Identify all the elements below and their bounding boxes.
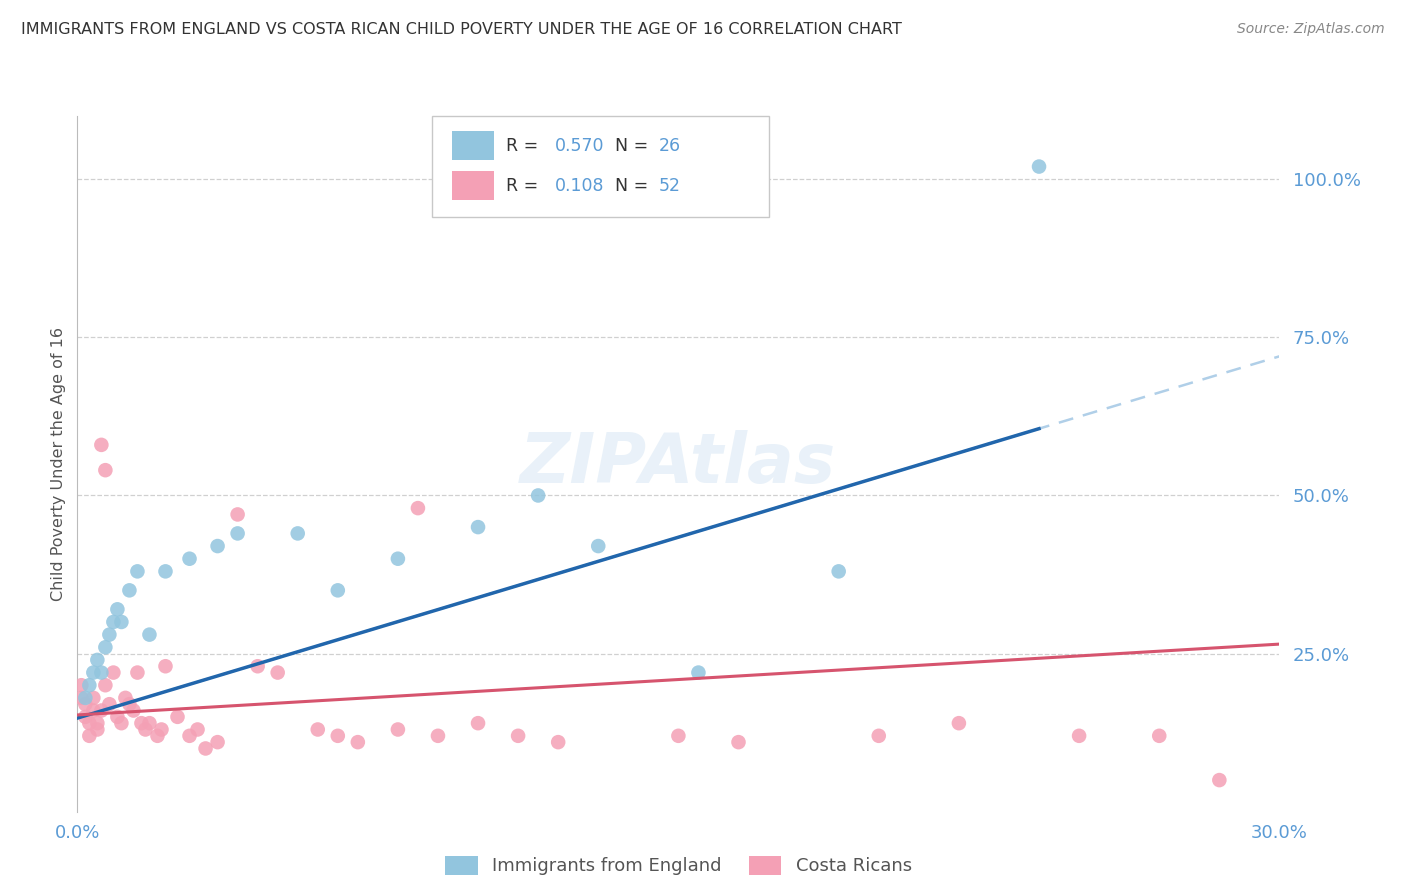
Point [267,665,290,680]
Point [226,508,249,522]
Point [79,729,101,743]
FancyBboxPatch shape [453,171,495,200]
Point [427,729,450,743]
Point [179,551,201,566]
Point [194,741,217,756]
Point [146,729,169,743]
Point [287,526,309,541]
Point [326,583,349,598]
Point [467,716,489,731]
Point [1028,160,1050,174]
Point [688,665,710,680]
Point [138,716,160,731]
Point [94,640,117,655]
Point [98,627,121,641]
Point [127,565,149,579]
Point [82,665,104,680]
Point [103,615,125,629]
Point [187,723,209,737]
Point [90,438,112,452]
Text: IMMIGRANTS FROM ENGLAND VS COSTA RICAN CHILD POVERTY UNDER THE AGE OF 16 CORRELA: IMMIGRANTS FROM ENGLAND VS COSTA RICAN C… [21,22,903,37]
Point [727,735,749,749]
Point [110,615,132,629]
Point [82,704,104,718]
Point [166,710,188,724]
Point [107,602,129,616]
Text: 0.108: 0.108 [554,177,605,194]
Legend: Immigrants from England, Costa Ricans: Immigrants from England, Costa Ricans [437,849,920,883]
Point [70,690,93,705]
Point [90,665,112,680]
Point [226,526,249,541]
Point [70,678,93,692]
Point [246,659,269,673]
Point [138,627,160,641]
Point [948,716,970,731]
Point [131,716,153,731]
FancyBboxPatch shape [453,131,495,161]
Point [179,729,201,743]
Point [668,729,690,743]
Point [387,551,409,566]
Text: R =: R = [506,177,544,194]
Text: ZIPAtlas: ZIPAtlas [520,430,837,498]
Point [90,704,112,718]
Point [307,723,329,737]
Point [118,697,141,711]
Point [118,583,141,598]
Text: 26: 26 [659,136,682,155]
Text: N =: N = [614,177,654,194]
Point [110,716,132,731]
Point [86,723,108,737]
Point [588,539,610,553]
Point [1149,729,1171,743]
Point [103,665,125,680]
Point [467,520,489,534]
Text: R =: R = [506,136,544,155]
Point [868,729,890,743]
Point [207,539,229,553]
Point [82,690,104,705]
Point [1208,773,1230,788]
Point [155,565,177,579]
Point [94,678,117,692]
Text: 52: 52 [659,177,681,194]
Text: N =: N = [614,136,654,155]
Point [326,729,349,743]
Point [547,735,569,749]
Y-axis label: Child Poverty Under the Age of 16: Child Poverty Under the Age of 16 [51,326,66,601]
Point [387,723,409,737]
Point [406,501,429,516]
Point [75,690,97,705]
Point [508,729,530,743]
Point [79,678,101,692]
Point [134,723,156,737]
Point [98,697,121,711]
Text: 0.570: 0.570 [554,136,605,155]
Point [86,653,108,667]
Point [107,710,129,724]
FancyBboxPatch shape [432,116,769,217]
Point [114,690,136,705]
Point [347,735,370,749]
Point [75,710,97,724]
Point [155,659,177,673]
Point [75,697,97,711]
Point [1069,729,1091,743]
Point [86,716,108,731]
Point [127,665,149,680]
Point [828,565,851,579]
Point [527,488,550,502]
Point [122,704,145,718]
Point [150,723,173,737]
Point [79,716,101,731]
Text: Source: ZipAtlas.com: Source: ZipAtlas.com [1237,22,1385,37]
Point [207,735,229,749]
Point [94,463,117,477]
